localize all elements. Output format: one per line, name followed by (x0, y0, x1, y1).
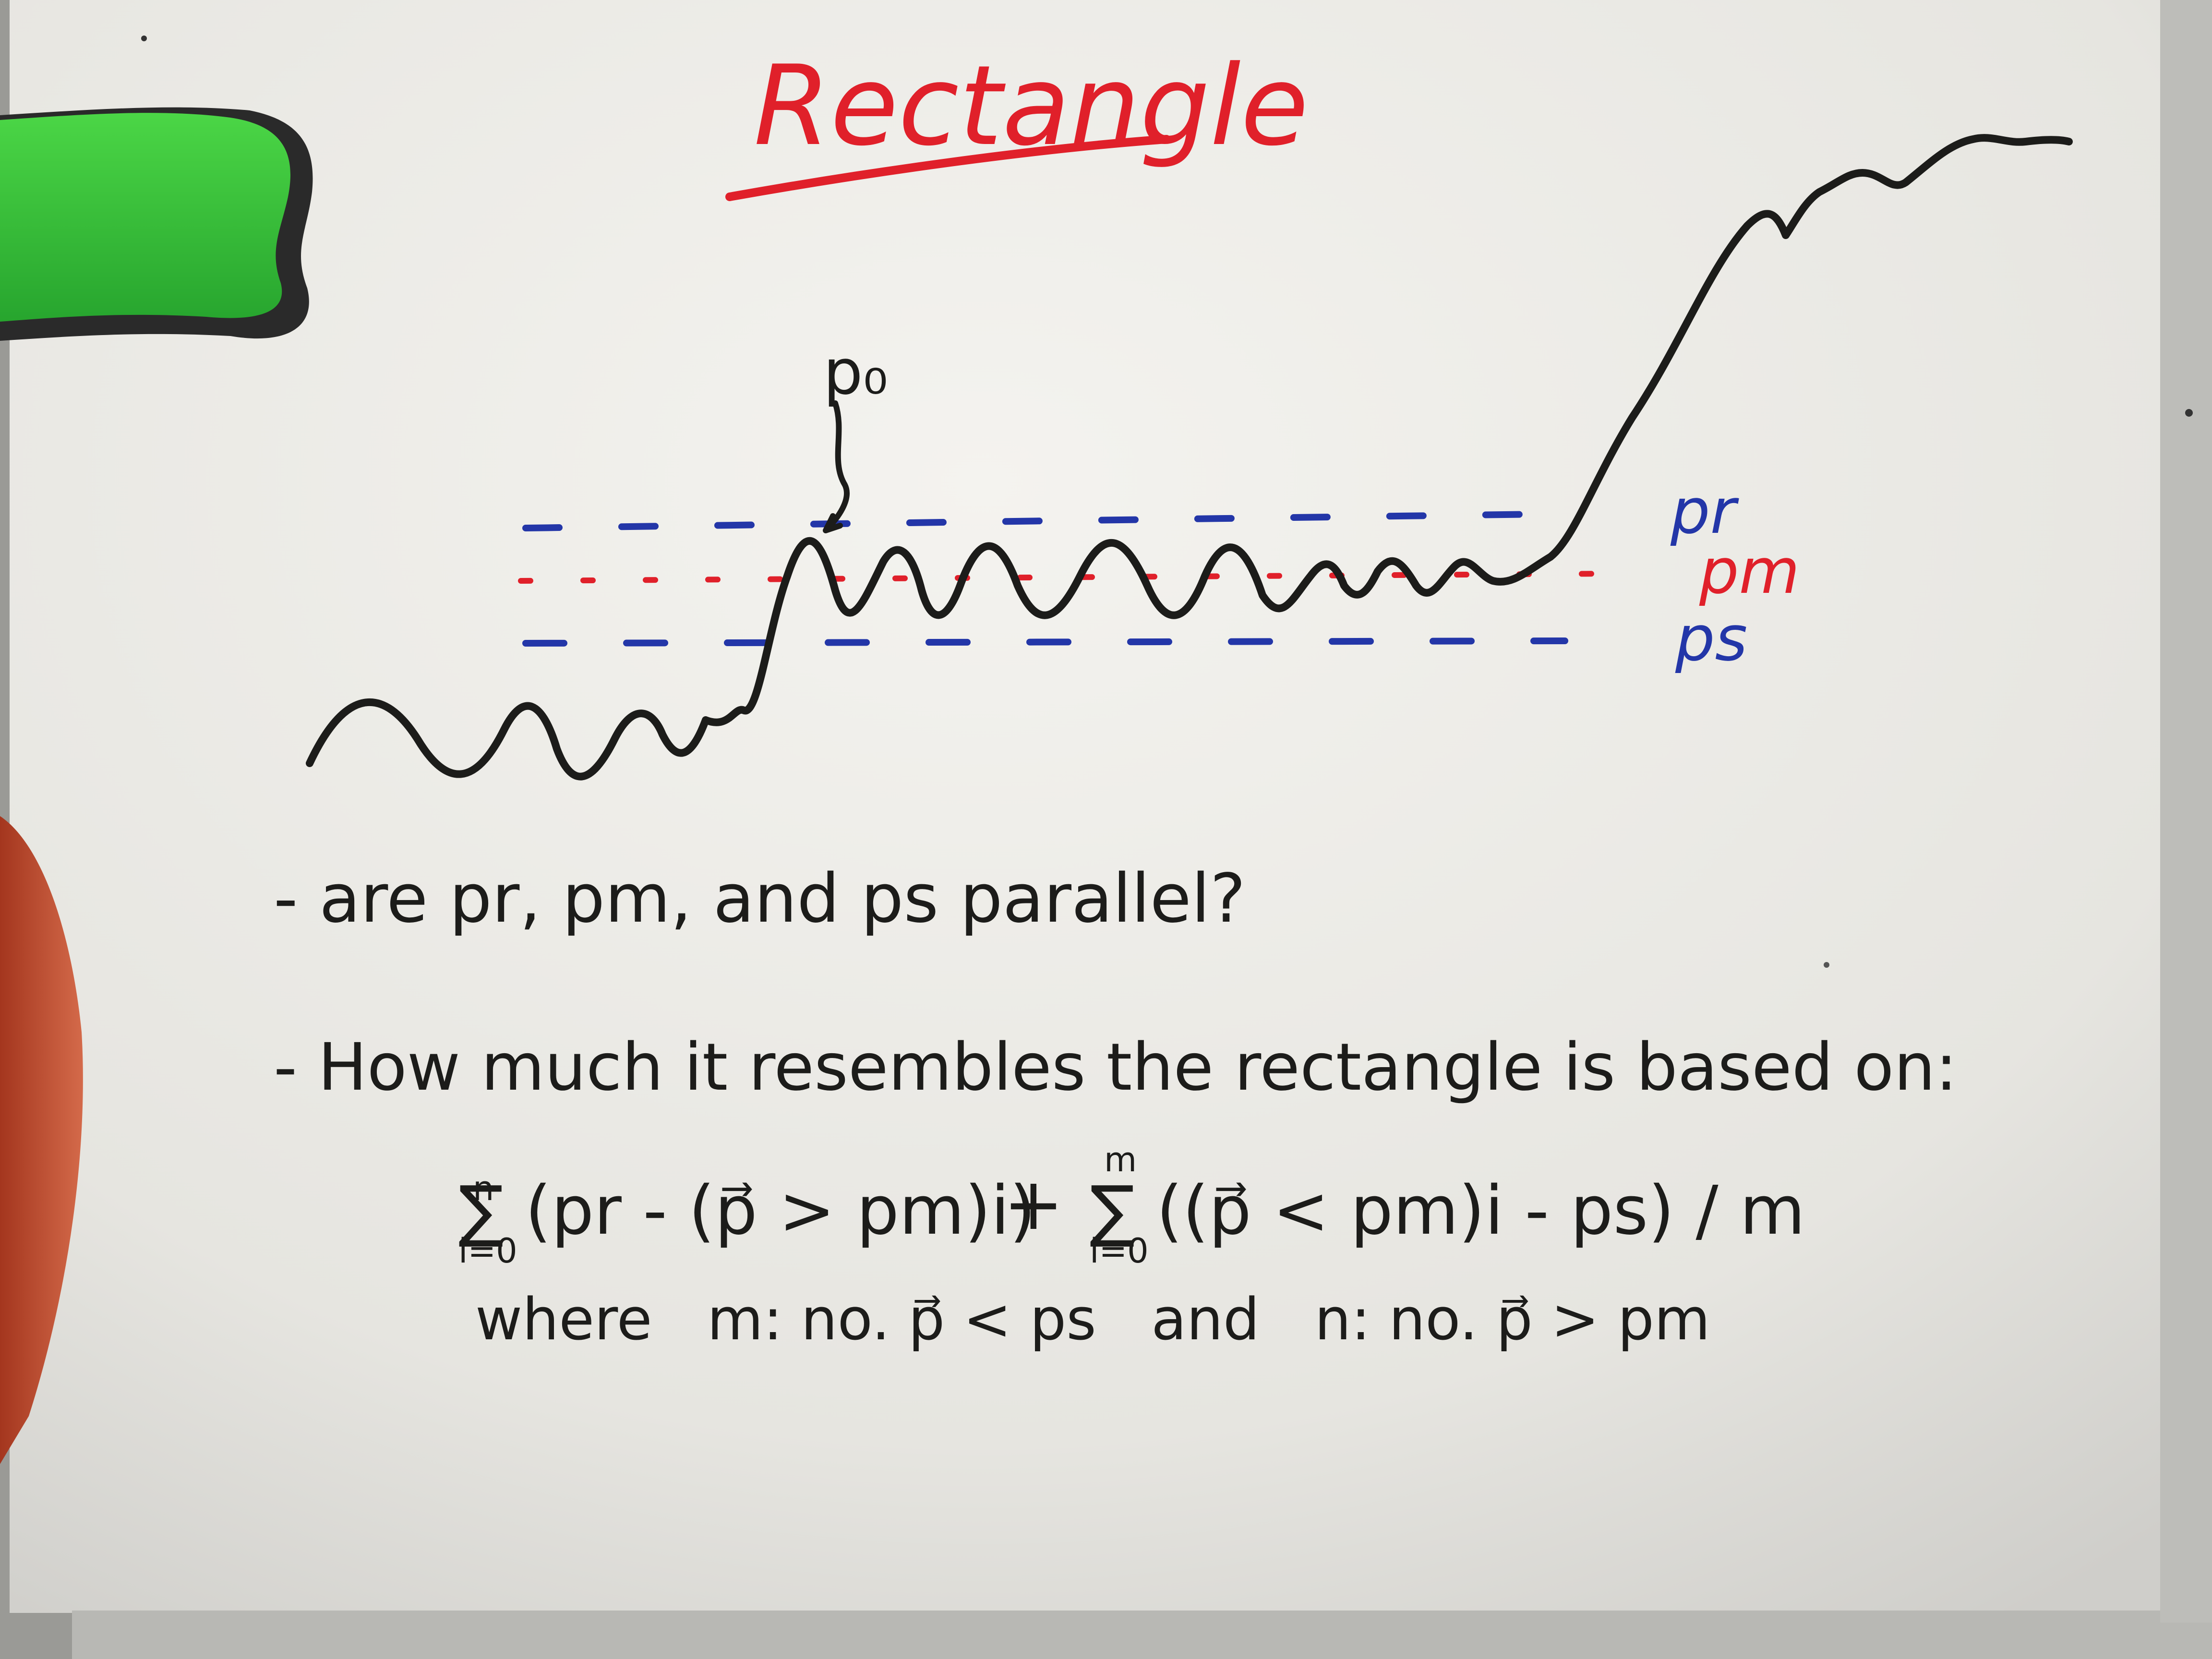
bullet-parallel: - are pr, pm, and ps parallel? (274, 860, 1246, 938)
board-right-rim (2160, 0, 2212, 1623)
formula-left: ∑ (pr - (p⃗ > pm)i) (458, 1172, 1036, 1250)
title-underline (725, 135, 1171, 201)
board-speck (141, 36, 147, 41)
eraser (0, 107, 313, 341)
resistance-level-line (522, 510, 1578, 531)
board-speck (2185, 409, 2193, 417)
formula-right: ∑ ((p⃗ < pm)i - ps) / m (1090, 1172, 1805, 1250)
formula-plus: + (1003, 1163, 1064, 1246)
p0-label: p₀ (823, 336, 888, 409)
price-curve (306, 134, 2073, 781)
mean-label: pm (1699, 535, 1800, 608)
formula-left-lower-limit: i=0 (458, 1231, 517, 1271)
board-surface (10, 0, 2170, 1613)
formula-left-upper-limit: n (473, 1169, 494, 1208)
where-line: where m: no. p⃗ < ps and n: no. p⃗ > pm (475, 1286, 1710, 1353)
p0-arrow (823, 400, 850, 533)
board-speck (1824, 962, 1829, 968)
formula-right-lower-limit: i=0 (1090, 1231, 1149, 1271)
board-bottom-rim (72, 1611, 2212, 1659)
hand-edge (0, 816, 83, 1464)
support-label: ps (1675, 602, 1747, 675)
bullet-resemblance: - How much it resembles the rectangle is… (274, 1030, 1957, 1106)
resistance-label: pr (1670, 475, 1740, 548)
support-level-line (522, 637, 1568, 647)
formula-right-upper-limit: m (1104, 1140, 1137, 1179)
